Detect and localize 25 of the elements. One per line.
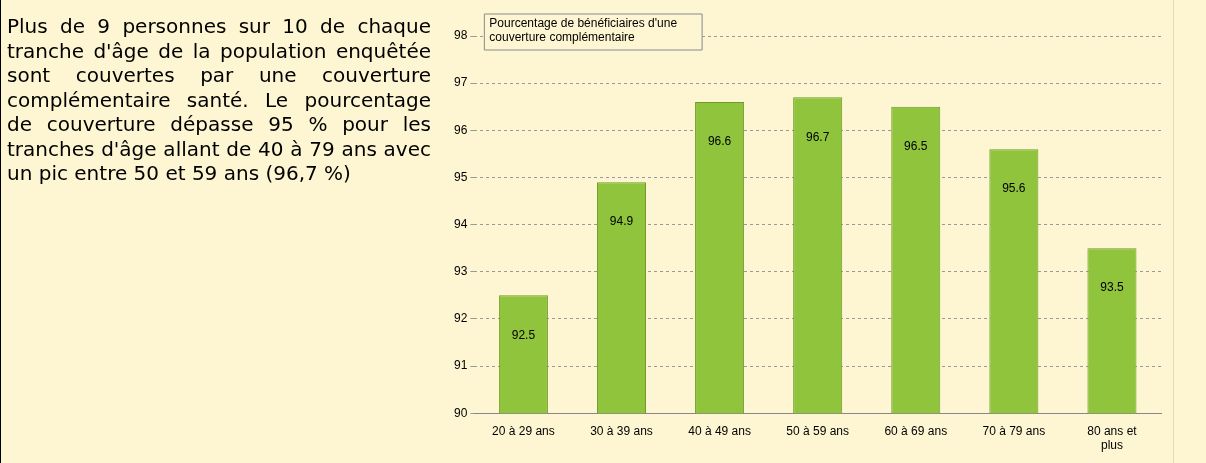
y-tick-label: 96 xyxy=(453,122,468,137)
x-tick-label: 80 ans et plus xyxy=(1087,423,1138,453)
text: Plus de 9 personnes sur 10 de chaque tranche d'âge de la population enquêtée sont couvertes par une couverture complémentaire santé. Le pourcentage de couverture dépasse 95 % pour les tranches d'âge allant de 40 à 79 ans avec un pic entre 50 et 59 ans (96,7 %) xyxy=(7,14,431,186)
x-tick-label: 60 à 69 ans xyxy=(884,423,948,438)
data-label: 93.5 xyxy=(1100,280,1124,295)
chart-title: Pourcentage de bénéficiaires d'une couverture complémentaire xyxy=(489,16,678,45)
y-tick-label: 95 xyxy=(453,169,468,184)
x-tick-label: 20 à 29 ans xyxy=(492,423,555,438)
y-tick-label: 92 xyxy=(453,311,468,326)
data-label: 96.5 xyxy=(904,139,928,154)
y-tick-label: 90 xyxy=(453,405,468,420)
x-tick-label: 70 à 79 ans xyxy=(982,423,1046,438)
data-label: 95.6 xyxy=(1002,181,1026,196)
x-tick-label: 50 à 59 ans xyxy=(786,423,850,438)
y-tick-label: 91 xyxy=(453,358,468,373)
y-tick-label: 94 xyxy=(453,216,468,231)
y-tick-label: 98 xyxy=(453,28,468,43)
x-tick-label: 30 à 39 ans xyxy=(590,423,653,438)
data-label: 96.7 xyxy=(805,129,830,144)
data-label: 96.6 xyxy=(707,134,732,149)
data-label: 92.5 xyxy=(511,327,536,342)
y-tick-label: 93 xyxy=(453,264,468,279)
y-tick-label: 97 xyxy=(453,75,468,90)
x-tick-label: 40 à 49 ans xyxy=(688,423,751,438)
data-label: 94.9 xyxy=(609,214,634,229)
